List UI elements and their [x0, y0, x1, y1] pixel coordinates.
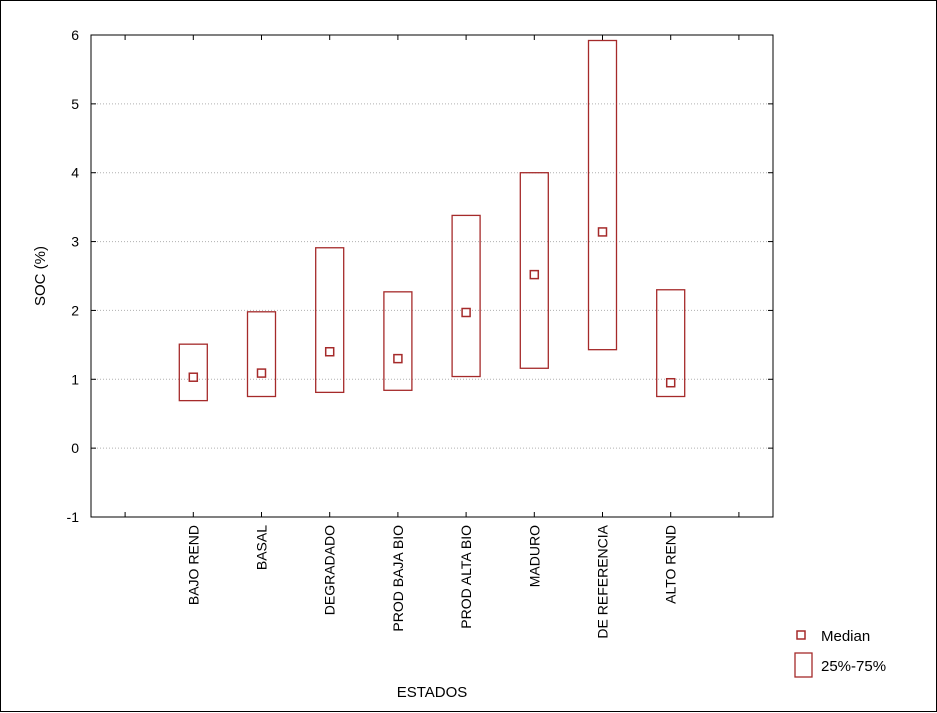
y-tick-label: -1: [67, 509, 80, 525]
iqr-box: [587, 39, 618, 351]
iqr-box: [451, 214, 481, 378]
y-tick-labels: -1 0 1 2 3 4 5 6: [67, 27, 80, 525]
x-tick-label: MADURO: [526, 525, 542, 587]
median-marker: [597, 227, 608, 237]
plot-area: [91, 35, 773, 517]
median-marker: [529, 269, 540, 280]
median-marker: [461, 307, 471, 318]
x-tick-label: PROD BAJA BIO: [390, 525, 406, 632]
median-marker: [324, 346, 335, 357]
legend-iqr-label: 25%-75%: [821, 658, 886, 675]
x-tick-label: DEGRADADO: [322, 525, 338, 615]
iqr-box: [383, 291, 413, 391]
iqr-box: [178, 343, 208, 402]
median-marker: [665, 377, 676, 388]
legend: Median 25%-75%: [794, 628, 886, 678]
y-tick-label: 4: [71, 165, 79, 181]
legend-median-marker: [796, 630, 806, 640]
y-tick-label: 3: [71, 234, 79, 250]
y-tick-label: 5: [71, 96, 79, 112]
median-marker: [256, 368, 267, 378]
median-markers: [188, 227, 676, 388]
x-tick-label: BAJO REND: [185, 525, 201, 605]
x-tick-label: BASAL: [254, 525, 270, 570]
y-tick-label: 2: [71, 302, 79, 318]
y-axis-title: SOC (%): [32, 246, 49, 306]
y-tick-label: 1: [71, 371, 79, 387]
x-tick-label: DE REFERENCIA: [595, 524, 611, 638]
y-tick-label: 6: [71, 27, 79, 43]
iqr-box: [315, 247, 345, 394]
median-marker: [393, 353, 403, 364]
iqr-box: [519, 172, 549, 369]
legend-iqr-marker: [794, 652, 813, 678]
legend-median-label: Median: [821, 628, 870, 645]
x-tick-label: ALTO REND: [663, 525, 679, 604]
x-tick-label: PROD ALTA BIO: [458, 525, 474, 629]
plot-frame: [90, 34, 774, 518]
axes: [90, 34, 774, 518]
x-tick-labels: BAJO REND BASAL DEGRADADO PROD BAJA BIO PROD…: [185, 524, 678, 638]
iqr-box: [246, 311, 277, 398]
y-tick-label: 0: [71, 440, 79, 456]
x-axis-title: ESTADOS: [397, 684, 468, 701]
boxes: [178, 39, 686, 402]
median-marker: [188, 372, 199, 382]
iqr-box: [656, 289, 686, 398]
